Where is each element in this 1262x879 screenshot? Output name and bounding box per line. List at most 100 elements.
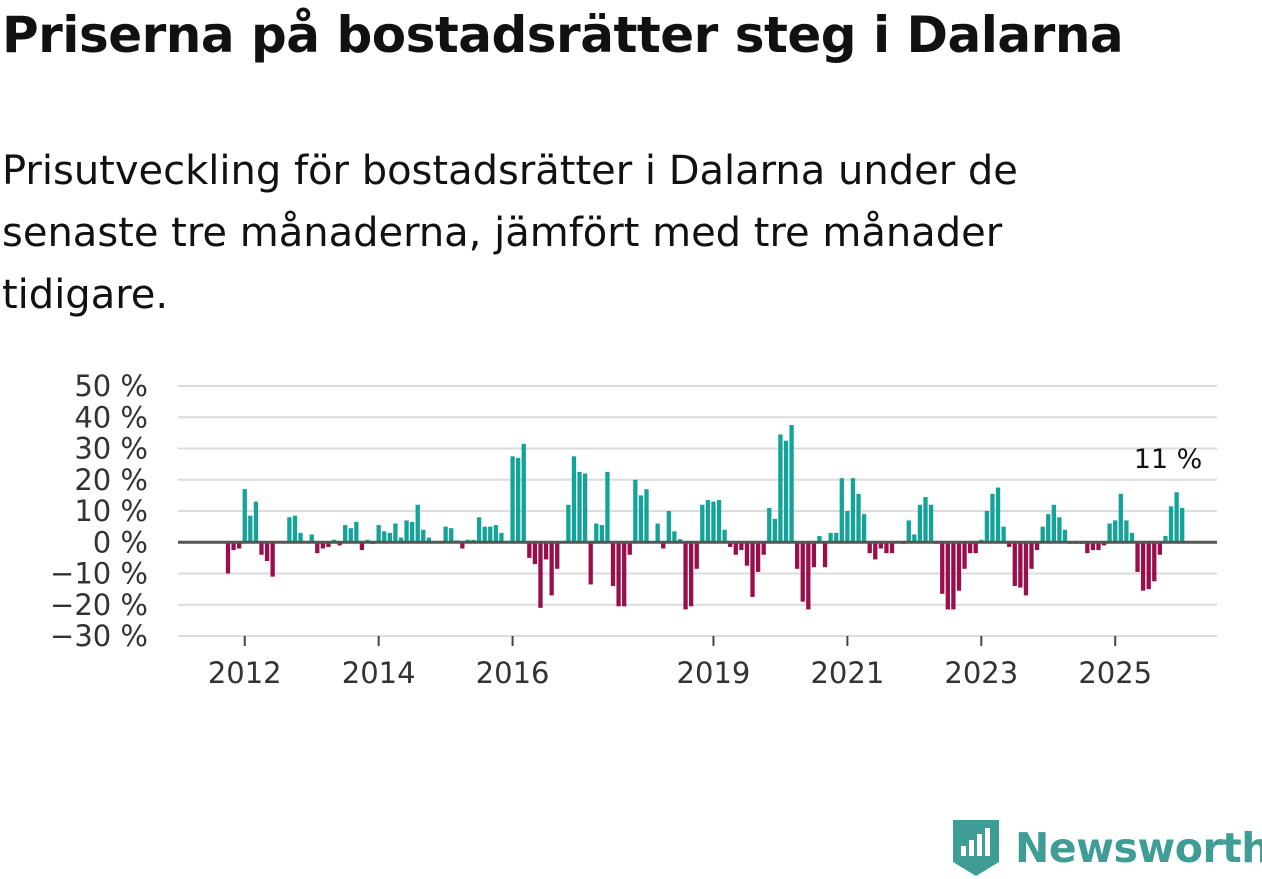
bar bbox=[393, 523, 398, 543]
bar bbox=[834, 532, 839, 543]
y-tick-label: 10 % bbox=[74, 494, 148, 528]
bar bbox=[1023, 542, 1029, 596]
bar bbox=[800, 542, 805, 602]
bar bbox=[1140, 542, 1146, 591]
bar bbox=[694, 542, 699, 569]
bar bbox=[923, 496, 928, 543]
bar bbox=[248, 515, 253, 543]
bar bbox=[1046, 514, 1051, 543]
bar-series bbox=[225, 425, 1185, 610]
bar bbox=[828, 532, 833, 543]
bar bbox=[789, 425, 794, 543]
bar bbox=[867, 542, 872, 554]
bar bbox=[1124, 520, 1129, 543]
bar bbox=[510, 456, 515, 543]
bar bbox=[1034, 542, 1040, 551]
bar bbox=[555, 542, 560, 569]
bar bbox=[940, 542, 945, 594]
y-tick-label: 30 % bbox=[74, 432, 148, 466]
bar bbox=[856, 493, 861, 543]
bar bbox=[1174, 492, 1179, 543]
bar bbox=[225, 542, 231, 574]
bar bbox=[861, 514, 867, 543]
bar bbox=[1146, 542, 1151, 590]
bar bbox=[1152, 542, 1157, 582]
tick-labels: 50 %40 %30 %20 %10 %0 %−10 %−20 %−30 % 20… bbox=[50, 369, 1202, 690]
bar bbox=[928, 504, 934, 543]
x-tick-label: 2014 bbox=[342, 656, 416, 690]
bar bbox=[845, 511, 850, 543]
brand-name: Newsworthy bbox=[1015, 824, 1262, 872]
bar bbox=[1085, 542, 1090, 554]
bar bbox=[404, 520, 409, 543]
bar bbox=[298, 532, 303, 543]
x-tick-label: 2016 bbox=[476, 656, 550, 690]
bar bbox=[343, 525, 348, 543]
bar bbox=[610, 542, 616, 586]
bar bbox=[700, 504, 705, 543]
bar bbox=[644, 489, 649, 543]
bar bbox=[772, 518, 777, 543]
bar bbox=[873, 542, 878, 560]
bar bbox=[516, 457, 521, 543]
bar bbox=[951, 542, 956, 610]
bar bbox=[744, 542, 750, 566]
bar bbox=[783, 440, 789, 543]
x-tick-label: 2021 bbox=[810, 656, 884, 690]
x-tick-label: 2023 bbox=[944, 656, 1018, 690]
bar bbox=[683, 542, 688, 610]
bar bbox=[460, 542, 465, 549]
bar bbox=[270, 542, 275, 577]
y-tick-label: 40 % bbox=[74, 400, 148, 434]
bar bbox=[1135, 542, 1140, 572]
bar bbox=[1096, 542, 1101, 551]
bar bbox=[421, 529, 426, 543]
bar bbox=[806, 542, 811, 610]
bar bbox=[1007, 542, 1012, 547]
bar bbox=[1129, 532, 1135, 543]
bar bbox=[415, 504, 420, 543]
bar bbox=[549, 542, 554, 596]
bar bbox=[605, 471, 610, 543]
bar bbox=[443, 526, 448, 543]
bar bbox=[1040, 526, 1045, 543]
bar bbox=[1118, 493, 1123, 543]
bar bbox=[1029, 542, 1034, 569]
bar bbox=[476, 517, 482, 543]
bar bbox=[488, 526, 493, 543]
bar bbox=[1107, 523, 1112, 543]
bar bbox=[716, 500, 722, 543]
bar bbox=[231, 542, 236, 551]
bar bbox=[906, 520, 911, 543]
bar bbox=[1163, 536, 1168, 543]
bar bbox=[973, 542, 978, 554]
bar bbox=[733, 542, 738, 555]
x-tick-label: 2012 bbox=[208, 656, 282, 690]
bar bbox=[242, 489, 247, 543]
value-annotation: 11 % bbox=[1134, 444, 1203, 475]
bar bbox=[761, 542, 766, 555]
bar bbox=[527, 542, 532, 558]
bar bbox=[661, 542, 666, 549]
bar bbox=[532, 542, 538, 565]
bar bbox=[962, 542, 967, 569]
y-tick-label: 0 % bbox=[93, 525, 148, 559]
bar bbox=[878, 542, 884, 549]
bar bbox=[1168, 506, 1174, 543]
bar bbox=[566, 504, 571, 543]
bar bbox=[990, 493, 995, 543]
bar bbox=[571, 456, 577, 543]
bar bbox=[811, 542, 817, 568]
chart-title: Priserna på bostadsrätter steg i Dalarna bbox=[2, 6, 1124, 64]
bar bbox=[287, 517, 292, 543]
bar bbox=[1051, 504, 1056, 543]
bar bbox=[750, 542, 755, 597]
bar bbox=[666, 511, 671, 543]
bar bbox=[538, 542, 543, 608]
bar bbox=[1057, 517, 1062, 543]
bar bbox=[376, 525, 381, 543]
bar bbox=[884, 542, 889, 554]
bar bbox=[582, 473, 588, 543]
bar bbox=[588, 542, 593, 585]
x-tick-label: 2019 bbox=[677, 656, 751, 690]
